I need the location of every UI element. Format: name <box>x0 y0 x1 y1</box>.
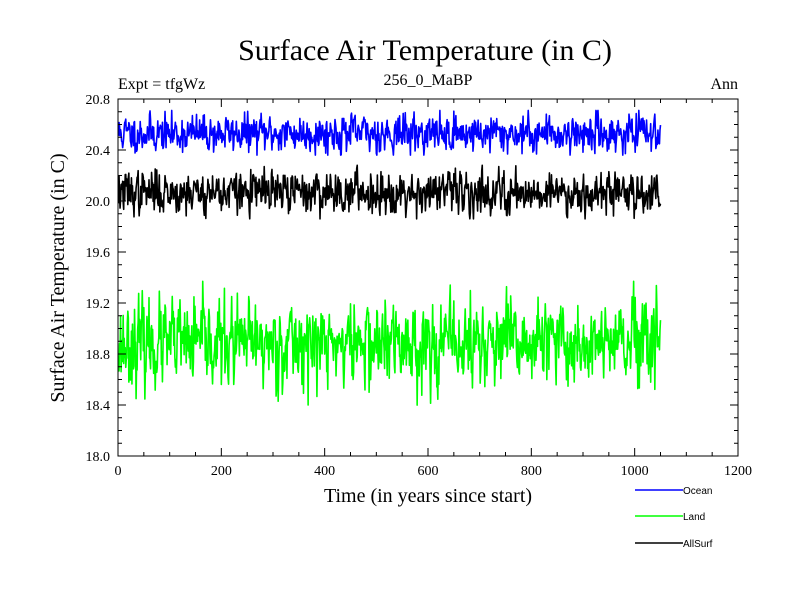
y-tick-label: 18.0 <box>86 450 111 465</box>
x-axis-label: Time (in years since start) <box>324 485 532 507</box>
y-tick-label: 19.2 <box>86 297 111 312</box>
plot-series <box>117 109 662 406</box>
axis-ticks <box>117 98 739 457</box>
x-tick-label: 1000 <box>621 464 649 479</box>
series-ocean-line <box>117 109 662 156</box>
plot-frame <box>117 98 739 457</box>
y-tick-label: 20.0 <box>86 195 111 210</box>
y-tick-label: 18.8 <box>86 348 111 363</box>
y-tick-label: 20.4 <box>86 144 111 159</box>
series-allsurf-line <box>117 164 662 220</box>
legend-label-ocean: Ocean <box>683 486 712 497</box>
legend: Ocean Land AllSurf <box>635 486 713 550</box>
legend-label-allsurf: AllSurf <box>683 539 713 550</box>
legend-label-land: Land <box>683 512 705 523</box>
experiment-label: Expt = tfgWz <box>118 76 205 93</box>
x-tick-label: 800 <box>521 464 542 479</box>
series-land-line <box>117 280 662 406</box>
y-tick-label: 19.6 <box>86 246 111 261</box>
y-tick-labels: 18.0 18.4 18.8 19.2 19.6 20.0 20.4 20.8 <box>86 93 111 465</box>
x-tick-label: 600 <box>418 464 439 479</box>
y-tick-label: 20.8 <box>86 93 111 108</box>
x-tick-label: 1200 <box>724 464 752 479</box>
x-tick-label: 200 <box>211 464 232 479</box>
season-label: Ann <box>710 76 738 93</box>
x-tick-label: 400 <box>314 464 335 479</box>
y-axis-label: Surface Air Temperature (in C) <box>47 153 69 402</box>
x-tick-label: 0 <box>115 464 122 479</box>
y-tick-label: 18.4 <box>86 399 111 414</box>
x-tick-labels: 0 200 400 600 800 1000 1200 <box>115 464 753 479</box>
period-label: 256_0_MaBP <box>384 72 473 89</box>
chart-title: Surface Air Temperature (in C) <box>238 34 612 67</box>
